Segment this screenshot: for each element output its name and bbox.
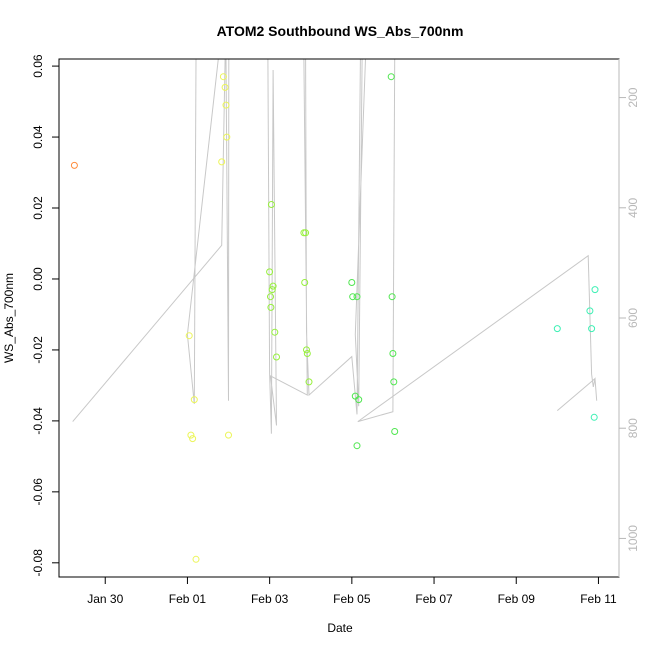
x-tick-label: Feb 05 <box>333 592 371 606</box>
x-tick-label: Feb 09 <box>498 592 536 606</box>
data-point <box>218 158 226 166</box>
data-point <box>268 286 276 294</box>
data-point <box>267 201 275 208</box>
data-point <box>389 350 397 357</box>
data-point <box>189 435 197 443</box>
data-point <box>588 325 596 333</box>
data-point <box>387 73 395 81</box>
y-tick-label: 0.04 <box>31 125 45 149</box>
data-point <box>553 325 561 333</box>
data-point <box>591 286 599 294</box>
data-point <box>301 279 309 286</box>
data-point <box>355 396 363 404</box>
data-point <box>190 396 198 404</box>
y-tick-label: 0.02 <box>31 196 45 220</box>
y2-tick-label: 200 <box>626 87 640 107</box>
y-axis: -0.08 -0.06 -0.04 -0.02 0.00 0.02 0.04 0.06 <box>31 54 59 576</box>
data-point <box>267 303 275 311</box>
data-point <box>271 328 279 336</box>
data-point <box>185 332 193 340</box>
data-point <box>391 428 399 435</box>
track-line <box>72 58 598 434</box>
y-tick-label: -0.08 <box>31 549 45 577</box>
data-point <box>187 431 195 439</box>
y2-tick-label: 600 <box>626 308 640 328</box>
y2-tick-label: 400 <box>626 197 640 217</box>
data-point <box>353 442 361 450</box>
x-tick-label: Jan 30 <box>87 592 123 606</box>
x-tick-label: Feb 03 <box>251 592 289 606</box>
x-axis: Jan 30 Feb 01 Feb 03 Feb 05 Feb 07 Feb 09 Feb … <box>87 577 617 606</box>
data-point <box>348 279 356 286</box>
x-tick-label: Feb 07 <box>415 592 453 606</box>
data-point <box>303 350 311 357</box>
data-point <box>273 353 280 361</box>
points-layer <box>70 73 599 563</box>
data-point <box>266 268 274 276</box>
data-point <box>353 293 361 301</box>
data-point <box>303 346 310 354</box>
y-tick-label: 0.06 <box>31 54 45 78</box>
data-point <box>590 413 598 421</box>
data-point <box>586 307 594 315</box>
y-axis-label: WS_Abs_700nm <box>2 273 16 363</box>
y-tick-label: 0.00 <box>31 267 45 291</box>
data-point <box>70 161 78 169</box>
plot-frame <box>58 58 620 578</box>
y-tick-label: -0.02 <box>31 336 45 364</box>
y2-axis: 200 400 600 800 1000 <box>618 59 640 577</box>
y-tick-label: -0.06 <box>31 478 45 506</box>
data-point <box>223 133 231 141</box>
y2-tick-label: 1000 <box>626 525 640 552</box>
data-point <box>269 282 277 290</box>
data-point <box>305 378 313 386</box>
data-point <box>349 293 357 301</box>
data-point <box>390 378 398 386</box>
x-axis-label: Date <box>327 621 353 635</box>
chart-title: ATOM2 Southbound WS_Abs_700nm <box>217 23 464 39</box>
data-point <box>388 293 396 301</box>
y2-tick-label: 800 <box>626 418 640 438</box>
data-point <box>192 555 200 563</box>
data-point <box>219 73 227 81</box>
data-point <box>267 293 274 301</box>
track-layer <box>72 58 598 434</box>
x-tick-label: Feb 11 <box>580 592 617 606</box>
data-point <box>225 431 232 439</box>
data-point <box>302 229 310 237</box>
x-tick-label: Feb 01 <box>169 592 207 606</box>
data-point <box>221 83 229 91</box>
y-tick-label: -0.04 <box>31 407 45 435</box>
data-point <box>222 101 230 109</box>
